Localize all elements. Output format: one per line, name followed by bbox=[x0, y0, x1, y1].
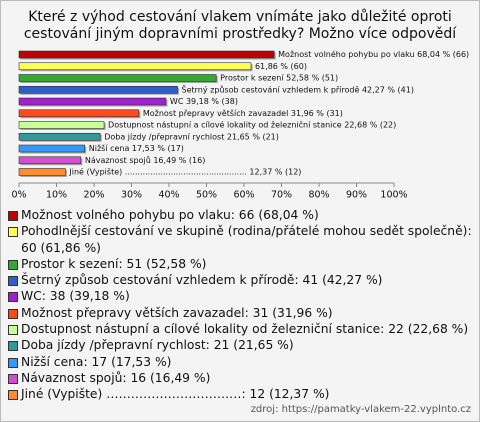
legend-item: Návaznost spojů: 16 (16,49 %) bbox=[7, 370, 475, 386]
legend-label: Šetrný způsob cestování vzhledem k příro… bbox=[21, 273, 383, 288]
x-tick-label: 40% bbox=[158, 190, 179, 201]
bar-label: WC 39,18 % (38) bbox=[170, 97, 238, 106]
legend-swatch bbox=[8, 341, 18, 352]
bar bbox=[18, 156, 82, 165]
legend-label: Nižší cena: 17 (17,53 %) bbox=[21, 354, 172, 369]
legend-label: Dostupnost nástupní a cílové lokality od… bbox=[21, 322, 469, 337]
bar-label: Nižší cena 17,53 % (17) bbox=[89, 143, 184, 153]
x-tick-label: 30% bbox=[121, 190, 142, 201]
legend-item: Možnost přepravy větších zavazadel: 31 (… bbox=[7, 305, 475, 321]
legend-label: Možnost volného pohybu po vlaku: 66 (68,… bbox=[21, 208, 319, 222]
legend-item: Šetrný způsob cestování vzhledem k příro… bbox=[7, 272, 475, 288]
legend-swatch bbox=[8, 390, 18, 401]
legend-swatch bbox=[8, 276, 18, 287]
x-tick-label: 10% bbox=[46, 190, 67, 201]
bar bbox=[18, 168, 66, 176]
bar bbox=[18, 109, 140, 118]
legend-label: Jiné (Vypište) ……………………………: 12 (12,37 %) bbox=[21, 387, 330, 402]
bar bbox=[18, 144, 86, 153]
bar-label: Prostor k sezení 52,58 % (51) bbox=[220, 74, 338, 83]
bar-label: 61,86 % (60) bbox=[255, 62, 307, 71]
source: zdroj: https://pamatky-vlakem-22.vyplnto… bbox=[250, 404, 471, 415]
legend-item: Doba jízdy /přepravní rychlost: 21 (21,6… bbox=[7, 337, 475, 353]
legend-swatch bbox=[8, 259, 18, 270]
legend-item: Jiné (Vypište) ……………………………: 12 (12,37 %) bbox=[7, 386, 475, 402]
legend-item: Možnost volného pohybu po vlaku: 66 (68,… bbox=[7, 207, 475, 223]
legend-item: Dostupnost nástupní a cílové lokality od… bbox=[7, 321, 475, 337]
bar bbox=[18, 132, 101, 141]
bar bbox=[18, 74, 217, 82]
bar bbox=[18, 121, 105, 129]
bar-label: Šetrný způsob cestování vzhledem k příro… bbox=[182, 83, 414, 94]
bar bbox=[18, 85, 178, 94]
legend: Možnost volného pohybu po vlaku: 66 (68,… bbox=[7, 207, 475, 403]
x-tick-label: 80% bbox=[308, 190, 329, 201]
legend-label: Možnost přepravy větších zavazadel: 31 (… bbox=[21, 305, 333, 320]
legend-label: Doba jízdy /přepravní rychlost: 21 (21,6… bbox=[21, 338, 294, 353]
legend-swatch bbox=[8, 227, 18, 238]
legend-swatch bbox=[8, 308, 18, 319]
bar-label: Doba jízdy /přepravní rychlost 21,65 % (… bbox=[104, 132, 279, 141]
bar-label: Možnost přepravy větších zavazadel 31,96… bbox=[143, 108, 343, 118]
legend-item: Nižší cena: 17 (17,53 %) bbox=[7, 354, 475, 370]
bar bbox=[18, 50, 275, 59]
legend-label: Prostor k sezení: 51 (52,58 %) bbox=[21, 256, 207, 271]
legend-swatch bbox=[8, 357, 18, 368]
bar bbox=[18, 62, 252, 71]
x-tick-label: 20% bbox=[83, 190, 104, 201]
legend-swatch bbox=[8, 325, 18, 336]
x-tick-label: 70% bbox=[271, 190, 292, 201]
legend-swatch bbox=[8, 373, 18, 384]
legend-swatch bbox=[8, 292, 18, 303]
bar-label: Možnost volného pohybu po vlaku 68,04 % … bbox=[278, 49, 469, 59]
bar-label: Jiné (Vypište) .........................… bbox=[68, 167, 301, 177]
chart-title: Které z výhod cestování vlakem vnímáte j… bbox=[23, 9, 457, 42]
legend-item: WC: 38 (39,18 %) bbox=[7, 288, 475, 304]
x-tick-label: 50% bbox=[196, 190, 217, 201]
bar-label: Návaznost spojů 16,49 % (16) bbox=[85, 155, 206, 165]
bar-label: Dostupnost nástupní a cílové lokality od… bbox=[108, 120, 396, 130]
x-tick-label: 100% bbox=[380, 190, 407, 201]
legend-label: Pohodlnější cestování ve skupině (rodina… bbox=[21, 224, 472, 255]
legend-swatch bbox=[8, 211, 18, 221]
chart: 0% 10% 20% 30% 40% 50% 60% 70% 80% 90% 100% Možnost… bbox=[11, 49, 469, 201]
legend-item: Pohodlnější cestování ve skupině (rodina… bbox=[7, 223, 475, 256]
x-tick-label: 60% bbox=[233, 190, 254, 201]
x-tick-label: 90% bbox=[346, 190, 367, 201]
x-tick-label: 0% bbox=[11, 190, 26, 201]
legend-item: Prostor k sezení: 51 (52,58 %) bbox=[7, 256, 475, 272]
legend-label: WC: 38 (39,18 %) bbox=[21, 289, 130, 304]
bar bbox=[18, 97, 167, 106]
legend-label: Návaznost spojů: 16 (16,49 %) bbox=[21, 370, 211, 385]
